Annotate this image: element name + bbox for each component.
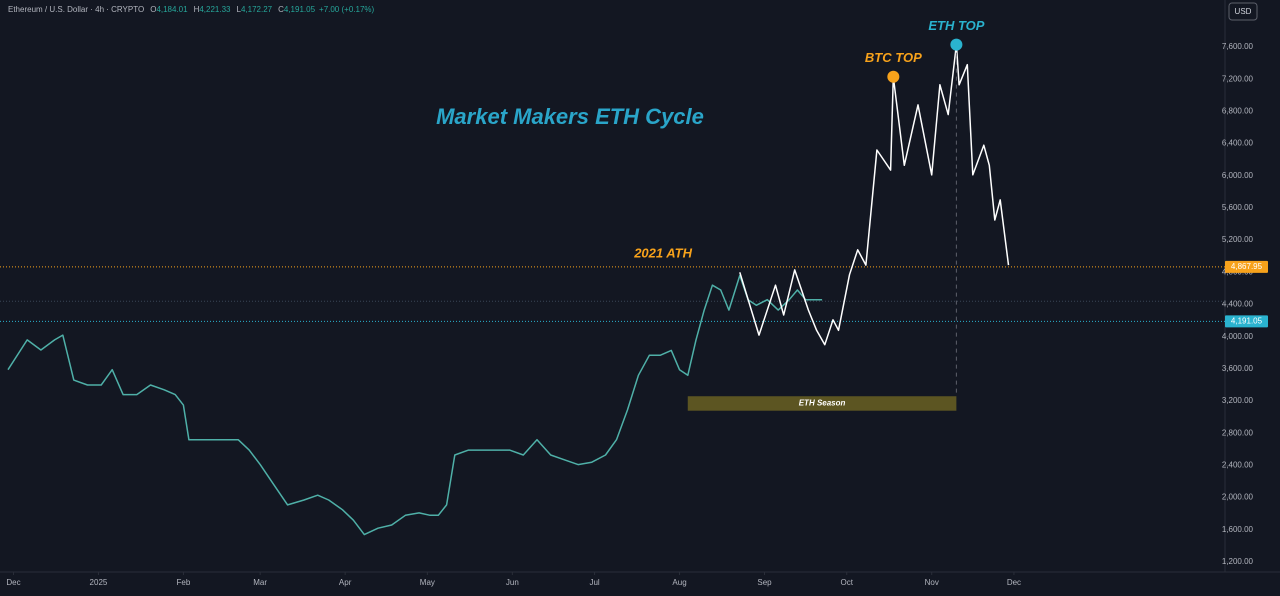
x-tick-label: May — [420, 578, 435, 587]
symbol: Ethereum / U.S. Dollar · 4h · CRYPTO — [8, 5, 144, 14]
ohlc-key: L — [237, 5, 242, 14]
x-tick-label: Nov — [925, 578, 939, 587]
currency-label[interactable]: USD — [1235, 7, 1252, 16]
zone — [687, 396, 957, 411]
marker-label: ETH TOP — [928, 18, 984, 33]
y-tick-label: 4,000.00 — [1222, 332, 1254, 341]
x-tick-label: Jun — [506, 578, 519, 587]
ohlc-key: H — [194, 5, 200, 14]
y-tick-label: 1,600.00 — [1222, 525, 1254, 534]
ohlc-value: 4,184.01 — [156, 5, 188, 14]
ohlc-value: 4,221.33 — [199, 5, 231, 14]
x-tick-label: Mar — [253, 578, 267, 587]
x-tick-label: Aug — [672, 578, 686, 587]
price-label: 4,867.95 — [1231, 262, 1263, 271]
price-series — [739, 43, 1010, 346]
chart-title: Market Makers ETH Cycle — [436, 104, 704, 129]
zone-label: ETH Season — [799, 399, 846, 408]
change: +7.00 (+0.17%) — [319, 5, 374, 14]
price-label-bg — [1225, 315, 1268, 328]
ohlc-value: 4,172.27 — [241, 5, 273, 14]
top-marker — [887, 70, 900, 83]
marker-label: BTC TOP — [865, 50, 922, 65]
y-tick-label: 5,600.00 — [1222, 203, 1254, 212]
ohlc-key: O — [150, 5, 156, 14]
y-tick-label: 1,200.00 — [1222, 557, 1254, 566]
y-tick-label: 3,600.00 — [1222, 364, 1254, 373]
price-series — [7, 274, 823, 536]
annotation: 2021 ATH — [633, 245, 692, 260]
x-tick-label: Sep — [757, 578, 772, 587]
top-marker — [950, 38, 963, 51]
ohlc-key: C — [278, 5, 284, 14]
chart-header: Ethereum / U.S. Dollar · 4h · CRYPTO O4,1… — [8, 5, 375, 14]
y-tick-label: 6,800.00 — [1222, 106, 1254, 115]
y-tick-label: 7,200.00 — [1222, 74, 1254, 83]
currency-button[interactable] — [1228, 2, 1258, 21]
x-tick-label: Jul — [589, 578, 599, 587]
x-tick-label: Feb — [177, 578, 191, 587]
y-tick-label: 7,600.00 — [1222, 42, 1254, 51]
y-tick-label: 3,200.00 — [1222, 396, 1254, 405]
x-tick-label: Apr — [339, 578, 352, 587]
y-tick-label: 2,400.00 — [1222, 461, 1254, 470]
price-label: 4,191.05 — [1231, 316, 1263, 325]
price-label-bg — [1225, 260, 1268, 273]
x-tick-label: Oct — [841, 578, 854, 587]
y-tick-label: 2,000.00 — [1222, 493, 1254, 502]
x-tick-label: Dec — [1007, 578, 1021, 587]
y-tick-label: 5,200.00 — [1222, 235, 1254, 244]
x-tick-label: Dec — [6, 578, 20, 587]
y-tick-label: 6,400.00 — [1222, 139, 1254, 148]
y-tick-label: 2,800.00 — [1222, 428, 1254, 437]
y-tick-label: 4,400.00 — [1222, 300, 1254, 309]
y-tick-label: 6,000.00 — [1222, 171, 1254, 180]
x-tick-label: 2025 — [90, 578, 108, 587]
ohlc-value: 4,191.05 — [284, 5, 316, 14]
